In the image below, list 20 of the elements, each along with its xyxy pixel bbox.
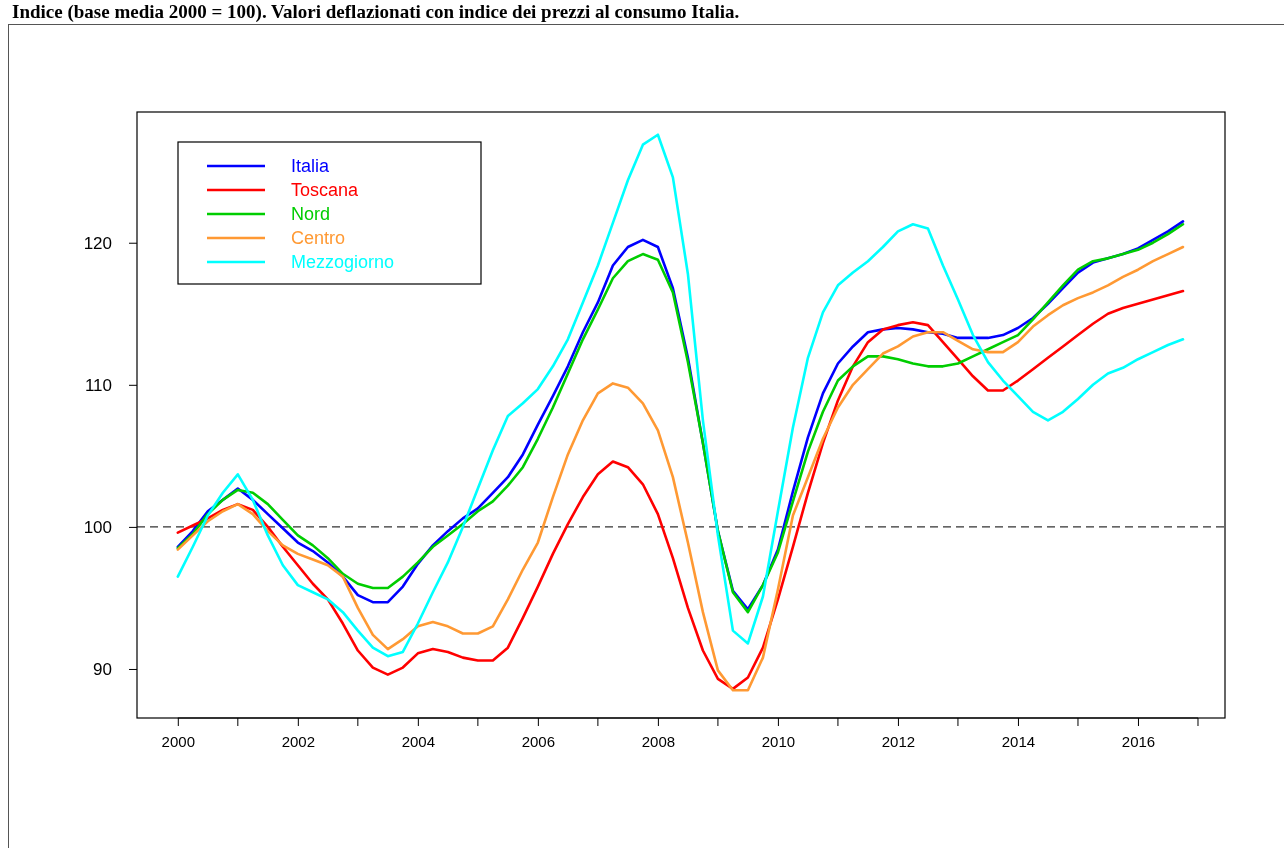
x-tick-label: 2000 bbox=[161, 733, 195, 750]
legend-label: Centro bbox=[291, 228, 346, 248]
x-tick-label: 2004 bbox=[401, 733, 436, 750]
legend-label: Italia bbox=[291, 156, 331, 176]
x-tick-label: 2002 bbox=[281, 733, 316, 750]
legend-label: Toscana bbox=[291, 180, 360, 200]
x-tick-label: 2012 bbox=[881, 733, 916, 750]
x-tick-label: 2016 bbox=[1121, 733, 1156, 750]
x-tick-label: 2010 bbox=[761, 733, 796, 750]
line-series bbox=[176, 133, 1185, 658]
y-tick-label: 120 bbox=[83, 233, 112, 253]
x-tick-label: 2006 bbox=[521, 733, 556, 750]
legend-label: Nord bbox=[291, 204, 331, 224]
y-tick-label: 100 bbox=[83, 517, 112, 537]
y-tick-label: 90 bbox=[93, 659, 112, 679]
y-tick-label: 110 bbox=[84, 375, 112, 395]
chart-title: Indice (base media 2000 = 100). Valori deflazionati con indice dei prezzi al consumo Italia. bbox=[12, 1, 740, 23]
x-tick-label: 2008 bbox=[641, 733, 676, 750]
legend-label: Mezzogiorno bbox=[291, 252, 395, 272]
x-tick-label: 2014 bbox=[1001, 733, 1036, 750]
